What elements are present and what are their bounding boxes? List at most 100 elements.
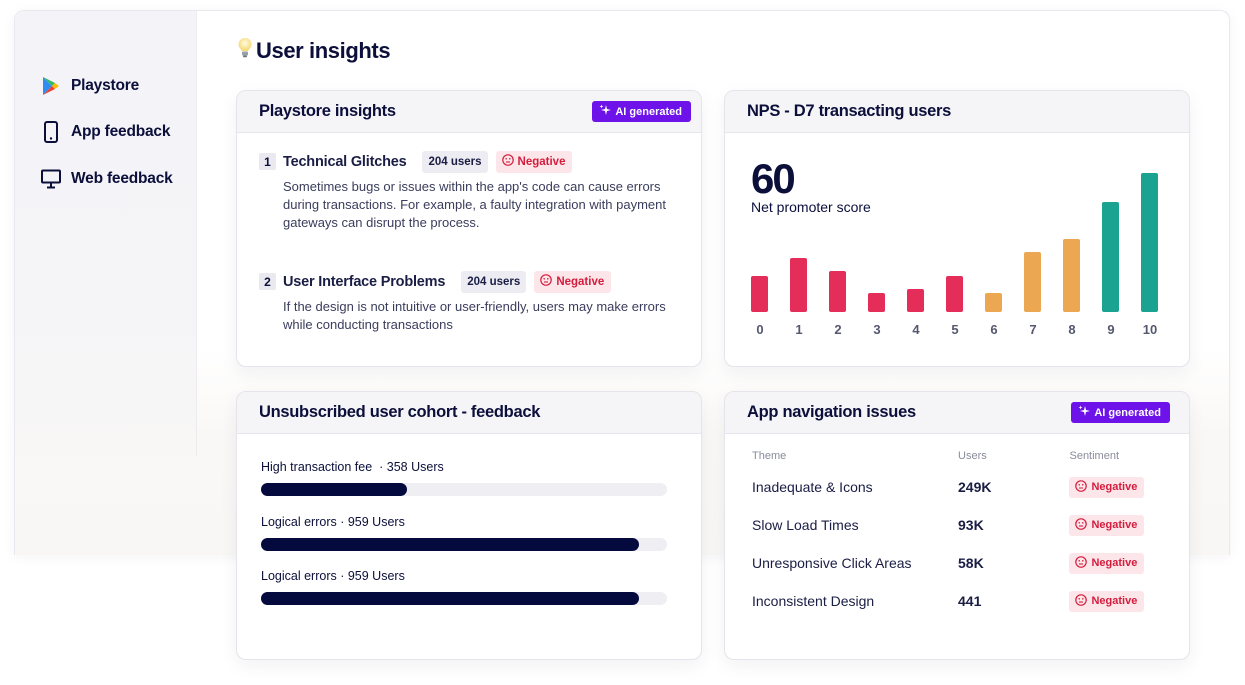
column-header-users: Users [958,450,987,462]
app-navigation-issues-card: App navigation issues AI generated Theme… [724,391,1190,660]
sentiment-cell: Negative [1069,476,1169,498]
users-cell: 58K [958,555,984,571]
theme-cell: Unresponsive Click Areas [752,555,912,571]
insight-item: 2 User Interface Problems 204 users Nega… [259,270,681,334]
sentiment-label: Negative [517,155,566,168]
nps-bar-1 [790,258,807,312]
feedback-progress-item: High transaction fee · 358 Users [261,460,667,496]
nps-score: 60 [751,155,796,202]
sad-face-icon [1075,479,1088,495]
sentiment-label: Negative [1091,557,1138,569]
sentiment-badge: Negative [534,270,612,293]
nps-axis-label: 7 [1029,322,1037,337]
card-header: Playstore insights AI generated [237,91,701,133]
playstore-insights-card: Playstore insights AI generated 1 Techni… [236,90,702,367]
nps-bar-6 [985,293,1002,312]
insight-number: 2 [259,273,276,290]
sidebar-item-label: Playstore [71,77,139,94]
sentiment-label: Negative [1091,481,1138,493]
users-count-badge: 204 users [461,270,527,293]
progress-track [261,592,667,605]
monitor-icon [41,168,61,190]
sentiment-badge: Negative [1069,590,1145,612]
progress-fill [261,592,639,605]
nps-bar-0 [751,276,768,312]
nps-axis-label: 6 [990,322,998,337]
card-title: Unsubscribed user cohort - feedback [259,403,541,421]
lightbulb-icon [236,36,254,65]
table-header: Theme Users Sentiment [752,450,1169,468]
card-title: NPS - D7 transacting users [747,102,952,120]
card-title: Playstore insights [259,102,396,120]
ai-generated-badge[interactable]: AI generated [592,101,691,122]
sidebar-item-web-feedback[interactable]: Web feedback [41,168,173,190]
progress-track [261,538,667,551]
sentiment-cell: Negative [1069,590,1169,612]
sentiment-badge: Negative [495,150,573,173]
sidebar-item-playstore[interactable]: Playstore [41,75,139,97]
users-cell: 249K [958,479,992,495]
column-header-sentiment: Sentiment [1069,450,1120,462]
table-row: Slow Load Times 93K Negative [752,506,1169,544]
page-title-text: User insights [256,37,391,63]
sentiment-cell: Negative [1069,552,1169,574]
sidebar-item-app-feedback[interactable]: App feedback [41,121,170,143]
sentiment-badge: Negative [1069,476,1145,498]
card-header: App navigation issues AI generated [725,392,1189,434]
sidebar-item-label: Web feedback [71,170,173,187]
nps-bar-10 [1141,173,1158,312]
sidebar: Playstore App feedback Web feedback [15,11,197,456]
sidebar-item-label: App feedback [71,123,171,140]
progress-label: Logical errors · 959 Users [261,569,405,583]
ai-badge-label: AI generated [1094,406,1161,419]
ai-badge-label: AI generated [615,105,682,118]
table-row: Inadequate & Icons 249K Negative [752,468,1169,506]
users-count-badge: 204 users [422,150,488,173]
nps-bar-9 [1102,202,1119,312]
unsubscribed-cohort-card: Unsubscribed user cohort - feedback High… [236,391,702,660]
sad-face-icon [1075,517,1088,533]
insight-item: 1 Technical Glitches 204 users Negative … [259,150,681,232]
insight-description: Sometimes bugs or issues within the app'… [283,179,666,230]
nps-card: NPS - D7 transacting users 60 Net promot… [724,90,1190,367]
theme-cell: Inconsistent Design [752,593,875,609]
users-cell: 93K [958,517,984,533]
sad-face-icon [540,274,553,289]
navigation-issues-table: Theme Users Sentiment Inadequate & Icons… [752,450,1169,620]
insight-title: Technical Glitches [283,153,407,170]
nps-axis-label: 5 [951,322,959,337]
sentiment-label: Negative [1091,595,1138,607]
insight-title: User Interface Problems [283,273,446,290]
users-cell: 441 [958,593,982,609]
sentiment-label: Negative [556,275,605,288]
progress-label: Logical errors · 959 Users [261,515,405,529]
progress-fill [261,483,408,496]
progress-track [261,483,667,496]
nps-bar-5 [946,276,963,312]
page-title: User insights [236,36,391,65]
nps-bar-7 [1024,252,1041,312]
sad-face-icon [1075,555,1088,571]
card-header: NPS - D7 transacting users [725,91,1189,133]
table-row: Unresponsive Click Areas 58K Negative [752,544,1169,582]
ai-generated-badge[interactable]: AI generated [1071,402,1170,423]
nps-score-label: Net promoter score [751,199,871,215]
nps-bar-3 [868,293,885,312]
column-header-theme: Theme [752,450,787,462]
sentiment-label: Negative [1091,519,1138,531]
card-title: App navigation issues [747,403,916,421]
nps-axis-label: 1 [795,322,803,337]
nps-bar-4 [907,289,924,312]
nps-axis-label: 3 [873,322,881,337]
sentiment-cell: Negative [1069,514,1169,536]
progress-label: High transaction fee · 358 Users [261,460,444,474]
nps-axis-label: 4 [912,322,920,337]
theme-cell: Inadequate & Icons [752,479,873,495]
nps-axis-label: 9 [1107,322,1115,337]
insight-number: 1 [259,153,276,170]
nps-axis-label: 0 [756,322,764,337]
progress-fill [261,538,639,551]
nps-axis-label: 8 [1068,322,1076,337]
mobile-phone-icon [41,121,61,143]
nps-bar-2 [829,271,846,312]
